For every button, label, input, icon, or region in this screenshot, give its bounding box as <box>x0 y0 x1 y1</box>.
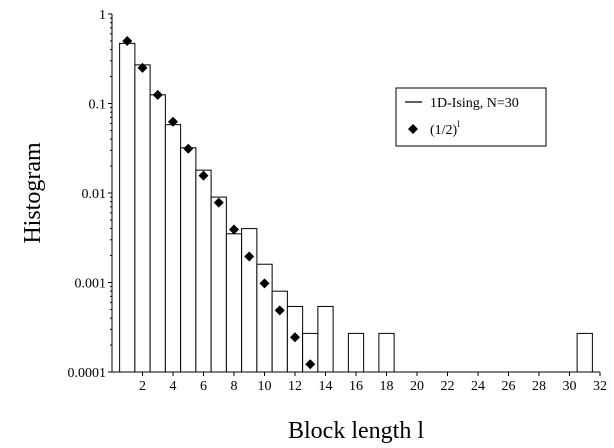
data-point-diamond <box>168 116 178 127</box>
histogram-bar <box>271 290 288 373</box>
histogram-bar <box>317 305 334 373</box>
data-point-diamond <box>122 35 133 46</box>
y-ticks: 0.0001 0.001 0.01 0.1 1 <box>68 8 112 381</box>
histogram-bar <box>119 42 136 373</box>
x-ticks: 2 4 6 8 10 12 14 16 18 20 22 24 26 28 30 32 <box>139 372 607 394</box>
histogram-bar <box>378 332 395 373</box>
data-point-diamond <box>137 62 148 73</box>
y-tick-label: 0.01 <box>82 187 107 202</box>
data-points <box>122 35 316 370</box>
x-tick-label: 22 <box>441 379 455 394</box>
histogram-bar <box>195 169 212 373</box>
histogram-bar <box>149 94 166 373</box>
histogram-bar <box>225 233 243 373</box>
x-tick-label: 28 <box>532 379 546 394</box>
x-tick-label: 14 <box>319 379 333 394</box>
histogram-bar <box>347 332 365 373</box>
y-tick-label: 0.0001 <box>68 366 107 381</box>
x-tick-label: 4 <box>170 379 177 394</box>
histogram-bar <box>134 64 151 373</box>
legend-label-power: (1/2)l <box>430 119 460 138</box>
histogram-bar <box>241 228 258 373</box>
x-tick-label: 6 <box>200 379 207 394</box>
x-tick-label: 2 <box>139 379 146 394</box>
x-tick-label: 8 <box>231 379 238 394</box>
data-point-diamond <box>290 332 300 343</box>
x-tick-label: 20 <box>410 379 424 394</box>
x-tick-label: 26 <box>502 379 516 394</box>
data-point-diamond <box>259 278 270 289</box>
data-point-diamond <box>183 143 194 154</box>
x-tick-label: 32 <box>593 379 607 394</box>
data-point-diamond <box>274 305 285 316</box>
x-axis-label: Block length l <box>288 418 424 444</box>
data-point-diamond <box>213 197 224 208</box>
legend: 1D-Ising, N=30 (1/2)l <box>395 87 547 147</box>
y-tick-label: 1 <box>99 8 106 23</box>
legend-box <box>395 87 547 147</box>
x-tick-label: 10 <box>258 379 272 394</box>
x-tick-label: 30 <box>563 379 577 394</box>
x-tick-label: 24 <box>471 379 485 394</box>
y-tick-label: 0.1 <box>89 98 107 113</box>
histogram-bar <box>210 196 227 373</box>
data-point-diamond <box>198 170 209 181</box>
data-point-diamond <box>152 89 163 100</box>
x-tick-label: 16 <box>349 379 363 394</box>
histogram-bar <box>180 147 197 373</box>
data-point-diamond <box>305 359 316 370</box>
x-tick-label: 12 <box>288 379 302 394</box>
y-axis-label: Histogram <box>20 142 46 244</box>
data-point-diamond <box>244 251 255 262</box>
x-tick-label: 18 <box>380 379 394 394</box>
y-tick-label: 0.001 <box>75 277 107 292</box>
histogram-bar <box>164 124 182 373</box>
legend-diamond-swatch <box>408 124 418 134</box>
legend-label-ising: 1D-Ising, N=30 <box>430 96 519 111</box>
data-point-diamond <box>229 224 239 235</box>
histogram-bars <box>119 42 593 373</box>
histogram-bar <box>576 332 593 373</box>
